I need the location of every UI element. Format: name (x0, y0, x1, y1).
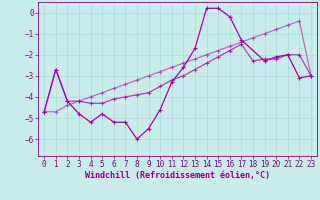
X-axis label: Windchill (Refroidissement éolien,°C): Windchill (Refroidissement éolien,°C) (85, 171, 270, 180)
